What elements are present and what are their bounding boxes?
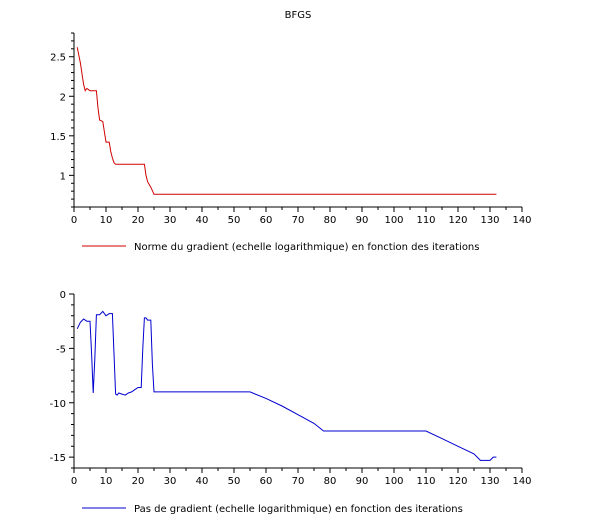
x-tick-label: 40 <box>196 215 209 226</box>
x-tick-label: 0 <box>71 476 77 487</box>
y-tick-label: 2.5 <box>50 53 66 64</box>
x-tick-label: 130 <box>480 215 499 226</box>
x-tick-label: 10 <box>100 215 113 226</box>
y-tick-label: -10 <box>50 399 66 410</box>
y-tick-label: 0 <box>60 290 66 301</box>
x-tick-label: 110 <box>416 476 435 487</box>
chart-title: BFGS <box>285 10 312 21</box>
x-tick-label: 90 <box>356 215 369 226</box>
y-tick-label: 2 <box>60 92 66 103</box>
series-line-1 <box>76 310 497 461</box>
x-tick-label: 40 <box>196 476 209 487</box>
x-tick-label: 120 <box>448 215 467 226</box>
x-tick-label: 60 <box>260 476 273 487</box>
x-tick-label: 30 <box>164 215 177 226</box>
x-tick-label: 70 <box>292 476 305 487</box>
x-tick-label: 50 <box>228 215 241 226</box>
legend-label: Norme du gradient (echelle logarithmique… <box>134 242 479 253</box>
y-tick-label: 1.5 <box>50 132 66 143</box>
x-tick-label: 80 <box>324 215 337 226</box>
x-tick-label: 140 <box>512 476 531 487</box>
x-tick-label: 110 <box>416 215 435 226</box>
x-tick-label: 80 <box>324 476 337 487</box>
series-line-1 <box>76 47 497 195</box>
y-tick-label: -15 <box>50 453 66 464</box>
x-tick-label: 100 <box>384 215 403 226</box>
x-tick-label: 10 <box>100 476 113 487</box>
x-tick-label: 20 <box>132 476 145 487</box>
x-tick-label: 130 <box>480 476 499 487</box>
x-tick-label: 60 <box>260 215 273 226</box>
x-tick-label: 70 <box>292 215 305 226</box>
x-tick-label: 120 <box>448 476 467 487</box>
x-tick-label: 30 <box>164 476 177 487</box>
x-tick-label: 140 <box>512 215 531 226</box>
x-tick-label: 100 <box>384 476 403 487</box>
y-tick-label: -5 <box>56 344 66 355</box>
legend-label: Pas de gradient (echelle logarithmique) … <box>134 504 463 515</box>
x-tick-label: 20 <box>132 215 145 226</box>
x-tick-label: 0 <box>71 215 77 226</box>
subplot-1: BFGS 0 10 20 30 40 50 60 70 80 90 100 110 120 130 140 1 1… <box>50 10 531 253</box>
x-tick-label: 50 <box>228 476 241 487</box>
subplot-2: 0 10 20 30 40 50 60 70 80 90 100 110 120 130 140 0 -5 -10… <box>50 290 532 515</box>
x-tick-label: 90 <box>356 476 369 487</box>
y-tick-label: 1 <box>60 171 66 182</box>
